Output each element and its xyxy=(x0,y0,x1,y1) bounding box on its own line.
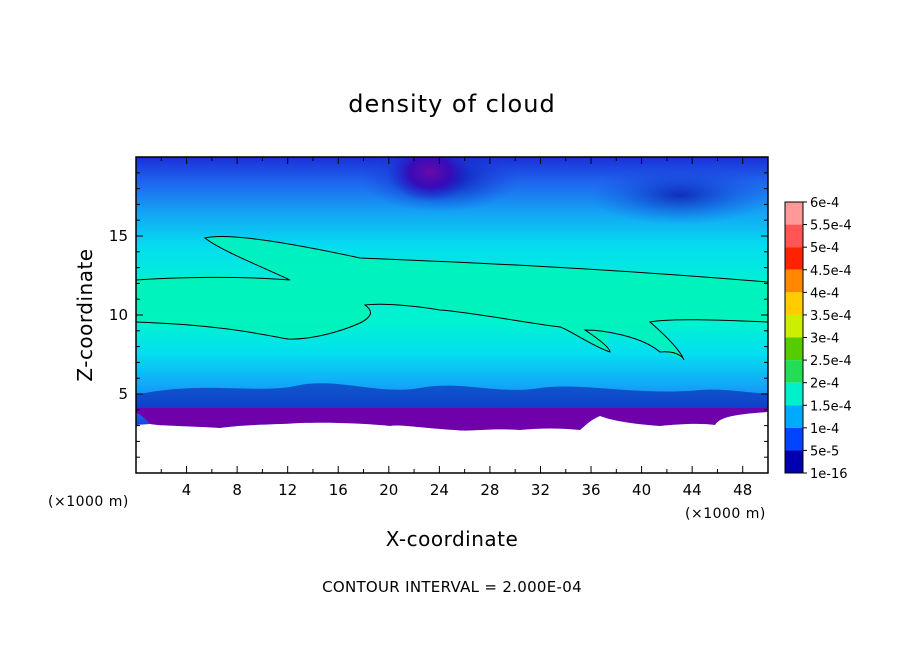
y-tick-label: 15 xyxy=(109,227,128,245)
x-unit-right: (×1000 m) xyxy=(685,506,766,522)
colorbar-swatch xyxy=(785,450,803,473)
colorbar-swatch xyxy=(785,224,803,248)
colorbar-swatch xyxy=(785,360,803,383)
x-tick-label: 36 xyxy=(581,481,600,499)
colorbar-swatch xyxy=(785,405,803,428)
x-tick-label: 40 xyxy=(632,481,651,499)
x-axis: 4 8 12 16 20 24 28 32 36 40 44 48 xyxy=(160,157,752,499)
x-tick-label: 8 xyxy=(232,481,242,499)
x-tick-label: 48 xyxy=(733,481,752,499)
colorbar-label: 4.5e-4 xyxy=(810,264,852,279)
colorbar-swatch xyxy=(785,292,803,315)
colorbar-swatch xyxy=(785,269,803,293)
colorbar-label: 1e-4 xyxy=(810,422,839,437)
colorbar-label: 5e-4 xyxy=(810,241,839,256)
cloud-density-field xyxy=(136,157,768,473)
colorbar-swatch xyxy=(785,382,803,406)
contour-line-lower xyxy=(135,303,769,361)
colorbar-swatch xyxy=(785,314,803,338)
colorbar-label: 5e-5 xyxy=(810,444,839,459)
x-tick-label: 28 xyxy=(480,481,499,499)
x-tick-label: 44 xyxy=(683,481,702,499)
colorbar-swatch xyxy=(785,427,803,451)
colorbar-label: 1e-16 xyxy=(810,467,848,482)
colorbar: 6e-4 5.5e-4 5e-4 4.5e-4 4e-4 3.5e-4 3e-4 2.5e-4… xyxy=(784,196,852,482)
x-tick-label: 24 xyxy=(430,481,449,499)
y-axis: 5 10 15 xyxy=(109,172,768,458)
x-tick-label: 32 xyxy=(531,481,550,499)
x-axis-label: X-coordinate xyxy=(386,527,519,551)
chart-title: density of cloud xyxy=(348,90,555,118)
colorbar-label: 2.5e-4 xyxy=(810,354,852,369)
contour-line-upper xyxy=(135,236,769,283)
y-axis-label: Z-coordinate xyxy=(73,248,97,381)
colorbar-label: 3e-4 xyxy=(810,332,839,347)
colorbar-swatch xyxy=(785,247,803,270)
colorbar-label: 4e-4 xyxy=(810,286,839,301)
colorbar-label: 6e-4 xyxy=(810,196,839,211)
colorbar-label: 3.5e-4 xyxy=(810,309,852,324)
x-tick-label: 4 xyxy=(182,481,192,499)
x-tick-label: 20 xyxy=(379,481,398,499)
x-tick-label: 12 xyxy=(278,481,297,499)
colorbar-swatch xyxy=(785,337,803,361)
y-tick-label: 10 xyxy=(109,306,128,324)
x-tick-label: 16 xyxy=(329,481,348,499)
x-unit-left: (×1000 m) xyxy=(48,494,129,510)
colorbar-label: 1.5e-4 xyxy=(810,399,852,414)
colorbar-swatch xyxy=(785,202,803,225)
colorbar-label: 2e-4 xyxy=(810,377,839,392)
y-tick-label: 5 xyxy=(118,385,128,403)
contour-interval: CONTOUR INTERVAL = 2.000E-04 xyxy=(322,578,582,596)
colorbar-label: 5.5e-4 xyxy=(810,219,852,234)
